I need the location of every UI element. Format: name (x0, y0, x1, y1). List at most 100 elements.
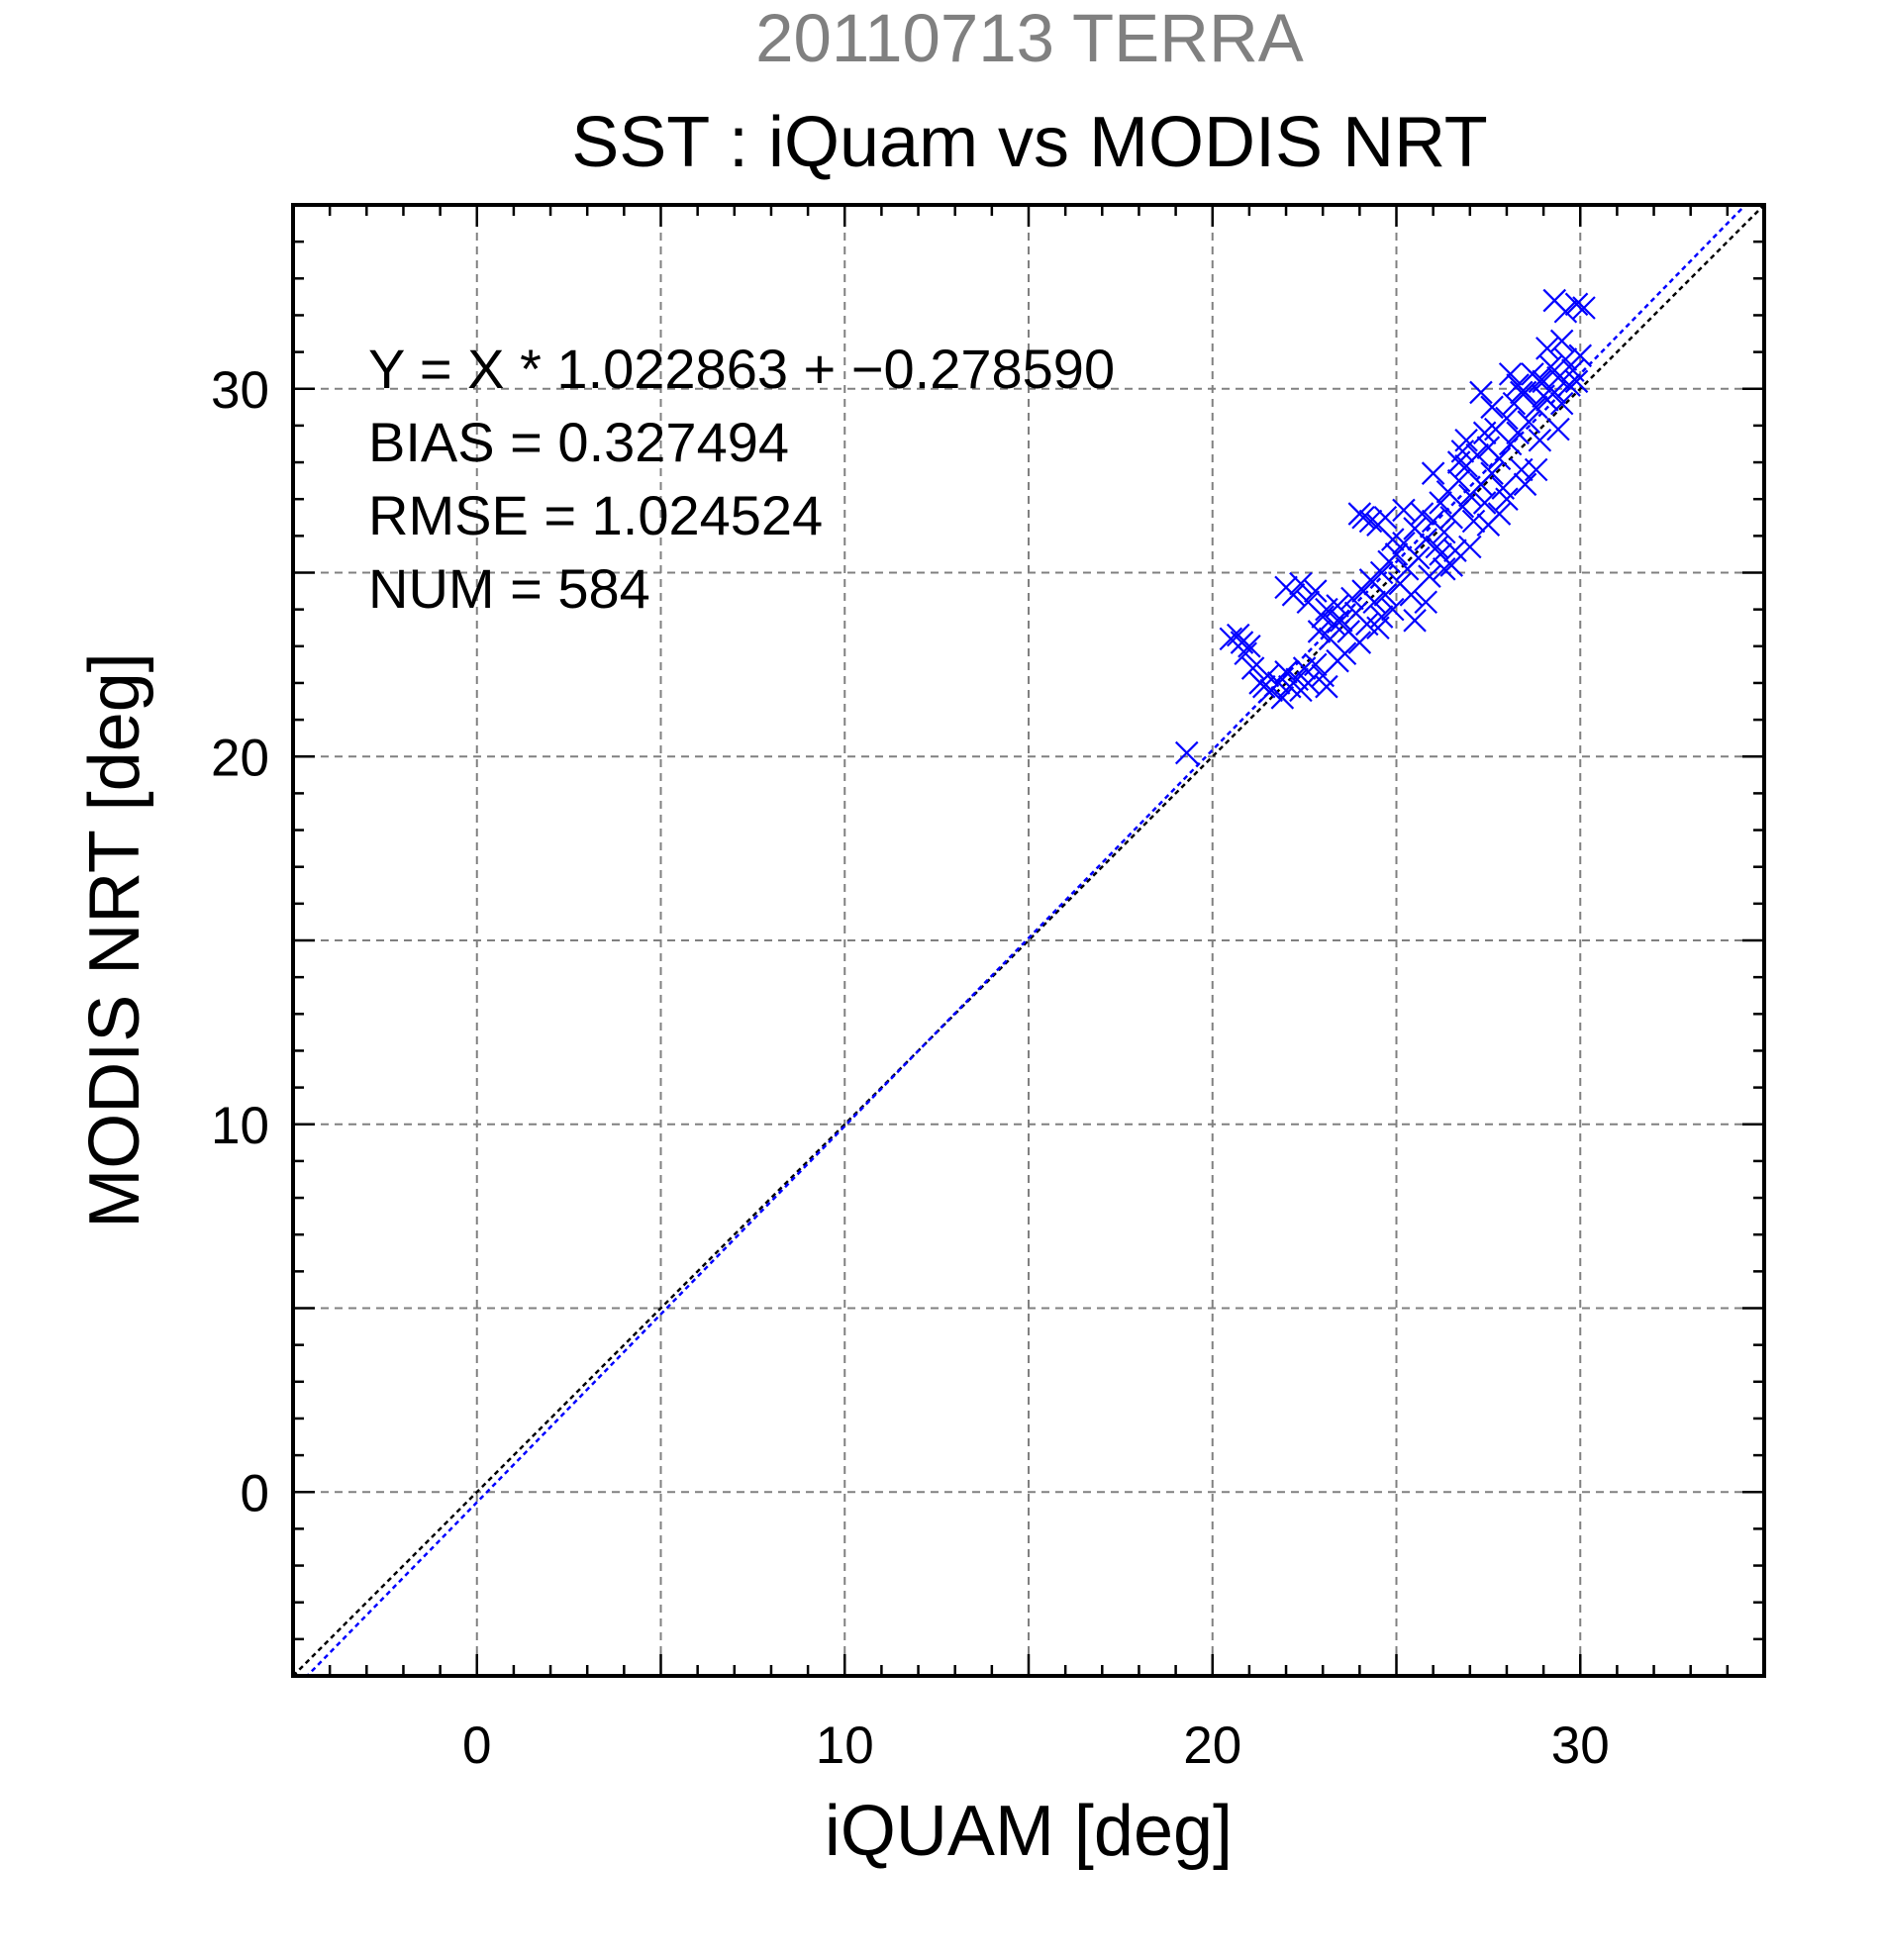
data-point (1315, 674, 1338, 699)
data-point (1495, 406, 1519, 431)
data-point-stroke (1358, 568, 1383, 592)
data-points (1174, 288, 1596, 765)
data-point-stroke (1429, 491, 1452, 515)
data-point-stroke (1392, 532, 1416, 555)
data-point (1322, 612, 1346, 637)
data-point (1480, 461, 1504, 485)
stats-box: Y = X * 1.022863 + −0.278590 BIAS = 0.32… (368, 338, 1115, 620)
data-point (1535, 337, 1559, 360)
data-point-stroke (1296, 590, 1321, 614)
data-point (1274, 660, 1298, 684)
data-point (1429, 542, 1452, 566)
data-point-stroke (1399, 583, 1424, 607)
data-point-stroke (1546, 365, 1570, 390)
data-point-stroke (1528, 428, 1552, 452)
fit-equation: Y = X * 1.022863 + −0.278590 (368, 338, 1115, 400)
data-point (1326, 648, 1349, 673)
data-point (1472, 491, 1497, 515)
data-point-stroke (1373, 505, 1398, 530)
data-point-stroke (1532, 384, 1555, 408)
data-point-stroke (1410, 502, 1435, 526)
x-tick-label: 30 (1551, 1716, 1610, 1775)
y-tick-label: 10 (211, 1097, 269, 1155)
data-point-stroke (1439, 553, 1464, 577)
data-point-stroke (1270, 686, 1295, 710)
chart-title: SST : iQuam vs MODIS NRT (571, 103, 1488, 182)
data-point (1476, 513, 1501, 537)
data-point-stroke (1255, 663, 1280, 688)
data-point (1564, 369, 1589, 394)
data-point-stroke (1506, 373, 1530, 397)
data-point (1351, 505, 1375, 530)
data-point (1433, 557, 1456, 581)
data-point-stroke (1407, 545, 1431, 570)
data-point-stroke (1472, 491, 1497, 515)
data-point-stroke (1446, 468, 1471, 493)
data-point-stroke (1336, 620, 1360, 643)
data-point-stroke (1403, 609, 1427, 633)
data-point (1553, 347, 1578, 371)
data-point-stroke (1476, 436, 1501, 459)
data-point-stroke (1358, 509, 1383, 534)
data-point (1329, 609, 1353, 633)
grid-lines (293, 205, 1764, 1676)
data-point (1465, 442, 1490, 467)
y-tick-label: 0 (241, 1464, 269, 1522)
chart-subtitle: 20110713 TERRA (755, 0, 1304, 76)
data-point-stroke (1557, 373, 1581, 397)
data-point-stroke (1535, 337, 1559, 360)
data-point-stroke (1564, 369, 1589, 394)
data-point (1418, 564, 1441, 588)
data-point-stroke (1418, 564, 1441, 588)
data-point-stroke (1446, 450, 1471, 474)
data-point-stroke (1568, 343, 1593, 368)
data-point-stroke (1226, 623, 1250, 647)
data-point (1421, 461, 1445, 485)
reference-lines (293, 205, 1764, 1676)
data-point-stroke (1491, 476, 1516, 500)
data-point-stroke (1572, 296, 1596, 320)
data-point-stroke (1303, 579, 1328, 603)
data-point (1480, 395, 1504, 420)
data-point (1510, 380, 1534, 405)
y-tick-label: 20 (211, 729, 269, 787)
data-point-stroke (1469, 380, 1493, 405)
data-point (1532, 384, 1555, 408)
regression-fit-line (305, 205, 1747, 1676)
data-point (1358, 509, 1383, 534)
data-point-stroke (1425, 535, 1449, 559)
data-point-stroke (1326, 648, 1349, 673)
data-point (1557, 373, 1581, 397)
data-point (1347, 631, 1372, 654)
data-point (1326, 594, 1349, 618)
data-point (1513, 472, 1537, 497)
data-point (1487, 446, 1512, 471)
x-tick-label: 20 (1183, 1716, 1241, 1775)
data-point-stroke (1373, 583, 1398, 607)
x-tick-labels: 0 10 20 30 (462, 1716, 1610, 1775)
data-point-stroke (1553, 347, 1578, 371)
data-point-stroke (1351, 579, 1375, 603)
data-point-stroke (1510, 380, 1534, 405)
data-point-stroke (1472, 421, 1497, 445)
data-point-stroke (1381, 597, 1405, 622)
data-point-stroke (1240, 656, 1265, 680)
data-point-stroke (1517, 410, 1541, 434)
data-point-stroke (1528, 369, 1552, 394)
y-tick-label: 30 (211, 361, 269, 420)
data-point-stroke (1524, 457, 1548, 482)
data-point-stroke (1480, 461, 1504, 485)
data-point-stroke (1495, 406, 1519, 431)
data-point (1458, 535, 1482, 559)
data-point-stroke (1326, 594, 1349, 618)
bias-stat: BIAS = 0.327494 (368, 411, 789, 473)
data-point-stroke (1322, 612, 1346, 637)
data-point (1270, 686, 1295, 710)
data-point-stroke (1392, 498, 1416, 523)
data-point-stroke (1362, 590, 1386, 614)
data-point (1546, 365, 1570, 390)
data-point-stroke (1429, 542, 1452, 566)
data-point (1469, 380, 1493, 405)
data-point (1403, 609, 1427, 633)
